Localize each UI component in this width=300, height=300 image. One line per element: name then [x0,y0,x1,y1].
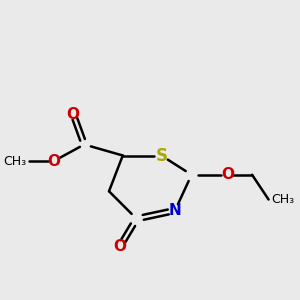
Text: S: S [155,146,167,164]
Text: O: O [47,154,61,169]
Text: O: O [67,107,80,122]
Text: O: O [221,167,234,182]
Text: O: O [113,239,127,254]
Text: CH₃: CH₃ [271,193,294,206]
Text: CH₃: CH₃ [3,154,26,167]
Text: N: N [169,203,182,218]
